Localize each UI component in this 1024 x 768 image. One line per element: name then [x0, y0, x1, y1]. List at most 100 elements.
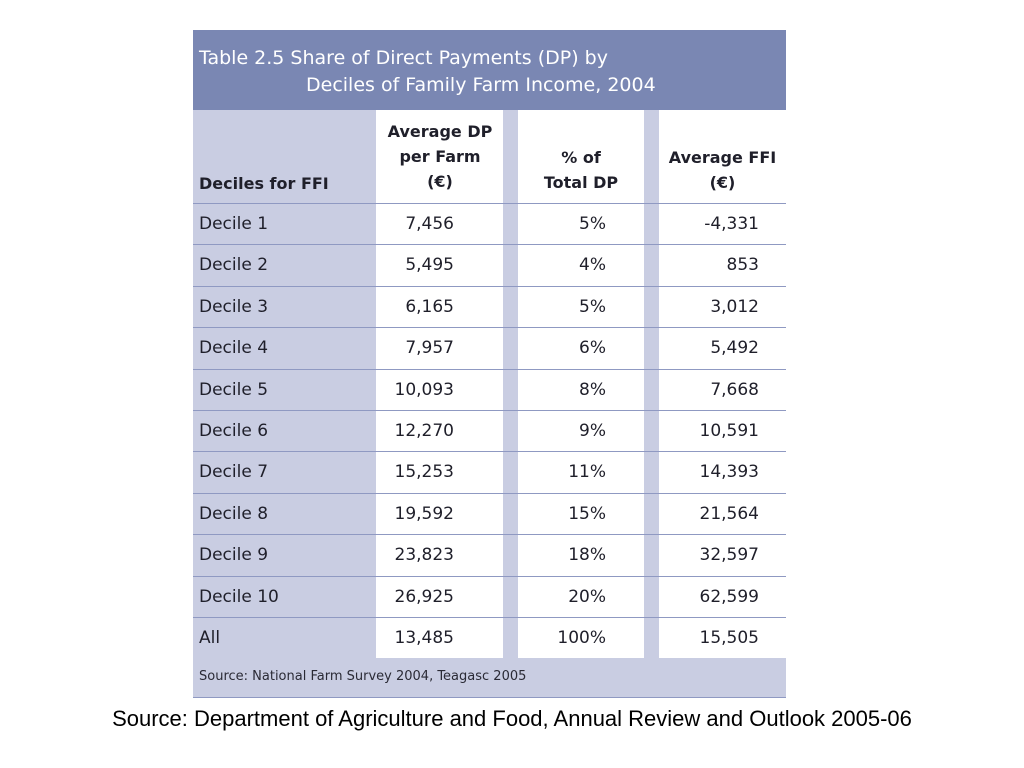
- column-gap: [376, 411, 377, 451]
- table-title-band: Table 2.5 Share of Direct Payments (DP) …: [193, 30, 786, 110]
- column-gap: [376, 618, 377, 658]
- column-separator: [503, 618, 518, 658]
- cell-avg-dp: 15,253: [377, 452, 503, 493]
- row-divider: [193, 410, 786, 411]
- row-divider: [193, 534, 786, 535]
- header-avg-ffi-line-2: (€): [709, 173, 736, 192]
- column-separator: [503, 204, 518, 244]
- column-gap: [376, 287, 377, 327]
- row-label: All: [193, 618, 376, 658]
- cell-avg-dp: 5,495: [377, 245, 503, 286]
- cell-avg-dp: 26,925: [377, 577, 503, 617]
- column-separator: [644, 370, 659, 410]
- cell-pct-dp: 5%: [518, 204, 644, 244]
- row-label: Decile 8: [193, 494, 376, 534]
- cell-avg-ffi: 15,505: [659, 618, 786, 658]
- row-label: Decile 7: [193, 452, 376, 493]
- column-separator: [503, 535, 518, 576]
- row-divider: [193, 369, 786, 370]
- cell-pct-dp: 20%: [518, 577, 644, 617]
- row-label: Decile 6: [193, 411, 376, 451]
- row-label: Decile 9: [193, 535, 376, 576]
- cell-pct-dp: 15%: [518, 494, 644, 534]
- column-gap: [376, 328, 377, 369]
- cell-avg-ffi: -4,331: [659, 204, 786, 244]
- row-label: Decile 5: [193, 370, 376, 410]
- header-avg-dp-line-3: (€): [427, 172, 453, 191]
- cell-pct-dp: 5%: [518, 287, 644, 327]
- cell-pct-dp: 4%: [518, 245, 644, 286]
- header-pct-dp-line-2: Total DP: [543, 173, 619, 192]
- cell-avg-dp: 6,165: [377, 287, 503, 327]
- cell-avg-dp: 12,270: [377, 411, 503, 451]
- row-label: Decile 10: [193, 577, 376, 617]
- table-title-line-1: Table 2.5 Share of Direct Payments (DP) …: [199, 47, 608, 69]
- column-separator: [644, 110, 659, 203]
- row-label: Decile 2: [193, 245, 376, 286]
- column-separator: [503, 494, 518, 534]
- cell-avg-ffi: 7,668: [659, 370, 786, 410]
- header-avg-ffi: Average FFI (€): [659, 110, 786, 203]
- cell-avg-ffi: 853: [659, 245, 786, 286]
- column-gap: [376, 577, 377, 617]
- cell-pct-dp: 100%: [518, 618, 644, 658]
- column-separator: [644, 204, 659, 244]
- cell-avg-ffi: 62,599: [659, 577, 786, 617]
- column-separator: [503, 452, 518, 493]
- header-avg-dp-line-1: Average DP: [387, 122, 493, 141]
- row-divider: [193, 576, 786, 577]
- cell-avg-ffi: 32,597: [659, 535, 786, 576]
- row-divider: [193, 286, 786, 287]
- cell-pct-dp: 6%: [518, 328, 644, 369]
- column-gap: [376, 494, 377, 534]
- column-gap: [376, 110, 377, 203]
- column-separator: [503, 577, 518, 617]
- cell-avg-ffi: 3,012: [659, 287, 786, 327]
- cell-pct-dp: 8%: [518, 370, 644, 410]
- cell-avg-ffi: 5,492: [659, 328, 786, 369]
- row-label: Decile 1: [193, 204, 376, 244]
- column-gap: [376, 535, 377, 576]
- column-gap: [376, 370, 377, 410]
- row-label: Decile 3: [193, 287, 376, 327]
- header-avg-ffi-line-1: Average FFI: [668, 148, 777, 167]
- cell-avg-ffi: 21,564: [659, 494, 786, 534]
- column-separator: [503, 370, 518, 410]
- cell-avg-ffi: 10,591: [659, 411, 786, 451]
- cell-pct-dp: 11%: [518, 452, 644, 493]
- column-separator: [644, 618, 659, 658]
- column-separator: [503, 110, 518, 203]
- table-source-note: Source: National Farm Survey 2004, Teaga…: [199, 669, 527, 684]
- cell-avg-dp: 7,456: [377, 204, 503, 244]
- row-divider: [193, 451, 786, 452]
- column-separator: [644, 328, 659, 369]
- row-divider: [193, 327, 786, 328]
- row-divider: [193, 493, 786, 494]
- header-deciles: Deciles for FFI: [193, 110, 376, 203]
- row-divider: [193, 617, 786, 618]
- column-separator: [644, 494, 659, 534]
- column-separator: [644, 452, 659, 493]
- header-avg-dp: Average DP per Farm (€): [377, 110, 503, 203]
- header-pct-dp: % of Total DP: [518, 110, 644, 203]
- header-avg-dp-line-2: per Farm: [399, 147, 481, 166]
- column-gap: [376, 245, 377, 286]
- column-separator: [644, 577, 659, 617]
- table-source-band: Source: National Farm Survey 2004, Teaga…: [193, 658, 786, 698]
- column-separator: [503, 328, 518, 369]
- header-pct-dp-line-1: % of: [561, 148, 601, 167]
- cell-avg-dp: 19,592: [377, 494, 503, 534]
- cell-pct-dp: 18%: [518, 535, 644, 576]
- data-table: Table 2.5 Share of Direct Payments (DP) …: [193, 30, 786, 698]
- column-gap: [376, 204, 377, 244]
- column-gap: [376, 452, 377, 493]
- column-separator: [644, 411, 659, 451]
- column-separator: [503, 411, 518, 451]
- cell-avg-dp: 10,093: [377, 370, 503, 410]
- cell-avg-ffi: 14,393: [659, 452, 786, 493]
- cell-avg-dp: 7,957: [377, 328, 503, 369]
- cell-avg-dp: 23,823: [377, 535, 503, 576]
- column-separator: [644, 535, 659, 576]
- row-divider: [193, 203, 786, 204]
